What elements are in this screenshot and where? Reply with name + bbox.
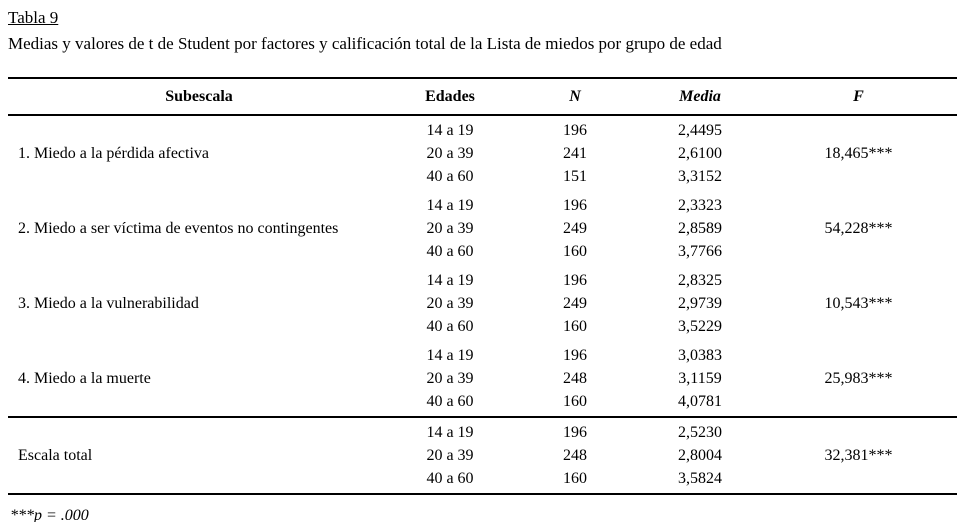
age-range: 14 a 19 <box>426 347 474 364</box>
age-range: 40 a 60 <box>426 470 474 487</box>
age-ranges-cell: 14 a 19 20 a 39 40 a 60 <box>390 341 510 417</box>
n-values-cell: 196 248 160 <box>510 416 640 495</box>
n-value: 160 <box>563 393 587 410</box>
total-scale-row: Escala total 14 a 19 20 a 39 40 a 60 196… <box>8 416 957 495</box>
n-value: 249 <box>563 220 587 237</box>
n-value: 196 <box>563 272 587 289</box>
age-range: 40 a 60 <box>426 243 474 260</box>
age-ranges-cell: 14 a 19 20 a 39 40 a 60 <box>390 191 510 266</box>
media-value: 2,9739 <box>678 295 722 312</box>
age-range: 20 a 39 <box>426 370 474 387</box>
age-range: 40 a 60 <box>426 318 474 335</box>
age-range: 14 a 19 <box>426 122 474 139</box>
age-range: 20 a 39 <box>426 220 474 237</box>
header-n: N <box>510 77 640 116</box>
media-value: 3,5229 <box>678 318 722 335</box>
header-row: Subescala Edades N Media F <box>8 77 957 116</box>
n-value: 160 <box>563 318 587 335</box>
header-subescala: Subescala <box>8 77 390 116</box>
f-value: 32,381*** <box>760 416 957 495</box>
n-value: 160 <box>563 470 587 487</box>
media-value: 2,4495 <box>678 122 722 139</box>
age-range: 20 a 39 <box>426 145 474 162</box>
age-ranges-cell: 14 a 19 20 a 39 40 a 60 <box>390 416 510 495</box>
n-value: 151 <box>563 168 587 185</box>
n-value: 248 <box>563 447 587 464</box>
subscale-row-4: 4. Miedo a la muerte 14 a 19 20 a 39 40 … <box>8 341 957 417</box>
n-values-cell: 196 249 160 <box>510 266 640 341</box>
subscale-label: 4. Miedo a la muerte <box>18 370 151 387</box>
media-value: 3,1159 <box>678 370 722 387</box>
media-value: 4,0781 <box>678 393 722 410</box>
subscale-row-3: 3. Miedo a la vulnerabilidad 14 a 19 20 … <box>8 266 957 341</box>
age-ranges-cell: 14 a 19 20 a 39 40 a 60 <box>390 115 510 191</box>
subscale-row-1: 1. Miedo a la pérdida afectiva 14 a 19 2… <box>8 115 957 191</box>
age-range: 40 a 60 <box>426 393 474 410</box>
n-values-cell: 196 249 160 <box>510 191 640 266</box>
media-values-cell: 2,3323 2,8589 3,7766 <box>640 191 760 266</box>
media-values-cell: 2,4495 2,6100 3,3152 <box>640 115 760 191</box>
media-values-cell: 2,8325 2,9739 3,5229 <box>640 266 760 341</box>
f-value: 18,465*** <box>824 145 893 162</box>
n-value: 196 <box>563 347 587 364</box>
media-value: 2,8589 <box>678 220 722 237</box>
media-value: 3,3152 <box>678 168 722 185</box>
f-value: 25,983*** <box>824 370 893 387</box>
subscale-label: 1. Miedo a la pérdida afectiva <box>18 145 210 162</box>
header-media: Media <box>640 77 760 116</box>
media-value: 2,3323 <box>678 197 722 214</box>
age-ranges-cell: 14 a 19 20 a 39 40 a 60 <box>390 266 510 341</box>
media-value: 2,5230 <box>678 424 722 441</box>
f-value: 54,228*** <box>824 220 893 237</box>
media-value: 3,7766 <box>678 243 722 260</box>
n-value: 160 <box>563 243 587 260</box>
age-range: 20 a 39 <box>426 447 474 464</box>
media-value: 3,0383 <box>678 347 722 364</box>
media-value: 2,8325 <box>678 272 722 289</box>
table-number-title: Tabla 9 <box>8 8 59 27</box>
subscale-label: 2. Miedo a ser víctima de eventos no con… <box>18 220 339 237</box>
n-value: 196 <box>563 424 587 441</box>
age-range: 14 a 19 <box>426 197 474 214</box>
media-value: 2,8004 <box>678 447 722 464</box>
n-value: 196 <box>563 197 587 214</box>
n-value: 241 <box>563 145 587 162</box>
age-range: 40 a 60 <box>426 168 474 185</box>
header-edades: Edades <box>390 77 510 116</box>
n-values-cell: 196 241 151 <box>510 115 640 191</box>
media-values-cell: 2,5230 2,8004 3,5824 <box>640 416 760 495</box>
n-value: 248 <box>563 370 587 387</box>
header-f: F <box>760 77 957 116</box>
age-range: 14 a 19 <box>426 272 474 289</box>
n-values-cell: 196 248 160 <box>510 341 640 417</box>
subscale-row-2: 2. Miedo a ser víctima de eventos no con… <box>8 191 957 266</box>
media-value: 2,6100 <box>678 145 722 162</box>
significance-footnote: ***p = .000 <box>10 507 89 522</box>
statistics-table: Subescala Edades N Media F 1. Miedo a la… <box>8 77 957 495</box>
n-value: 196 <box>563 122 587 139</box>
media-values-cell: 3,0383 3,1159 4,0781 <box>640 341 760 417</box>
table-caption: Medias y valores de t de Student por fac… <box>8 34 722 53</box>
f-value: 10,543*** <box>824 295 893 312</box>
age-range: 20 a 39 <box>426 295 474 312</box>
n-value: 249 <box>563 295 587 312</box>
subscale-label: 3. Miedo a la vulnerabilidad <box>18 295 199 312</box>
subscale-label: Escala total <box>8 416 390 495</box>
age-range: 14 a 19 <box>426 424 474 441</box>
media-value: 3,5824 <box>678 470 722 487</box>
